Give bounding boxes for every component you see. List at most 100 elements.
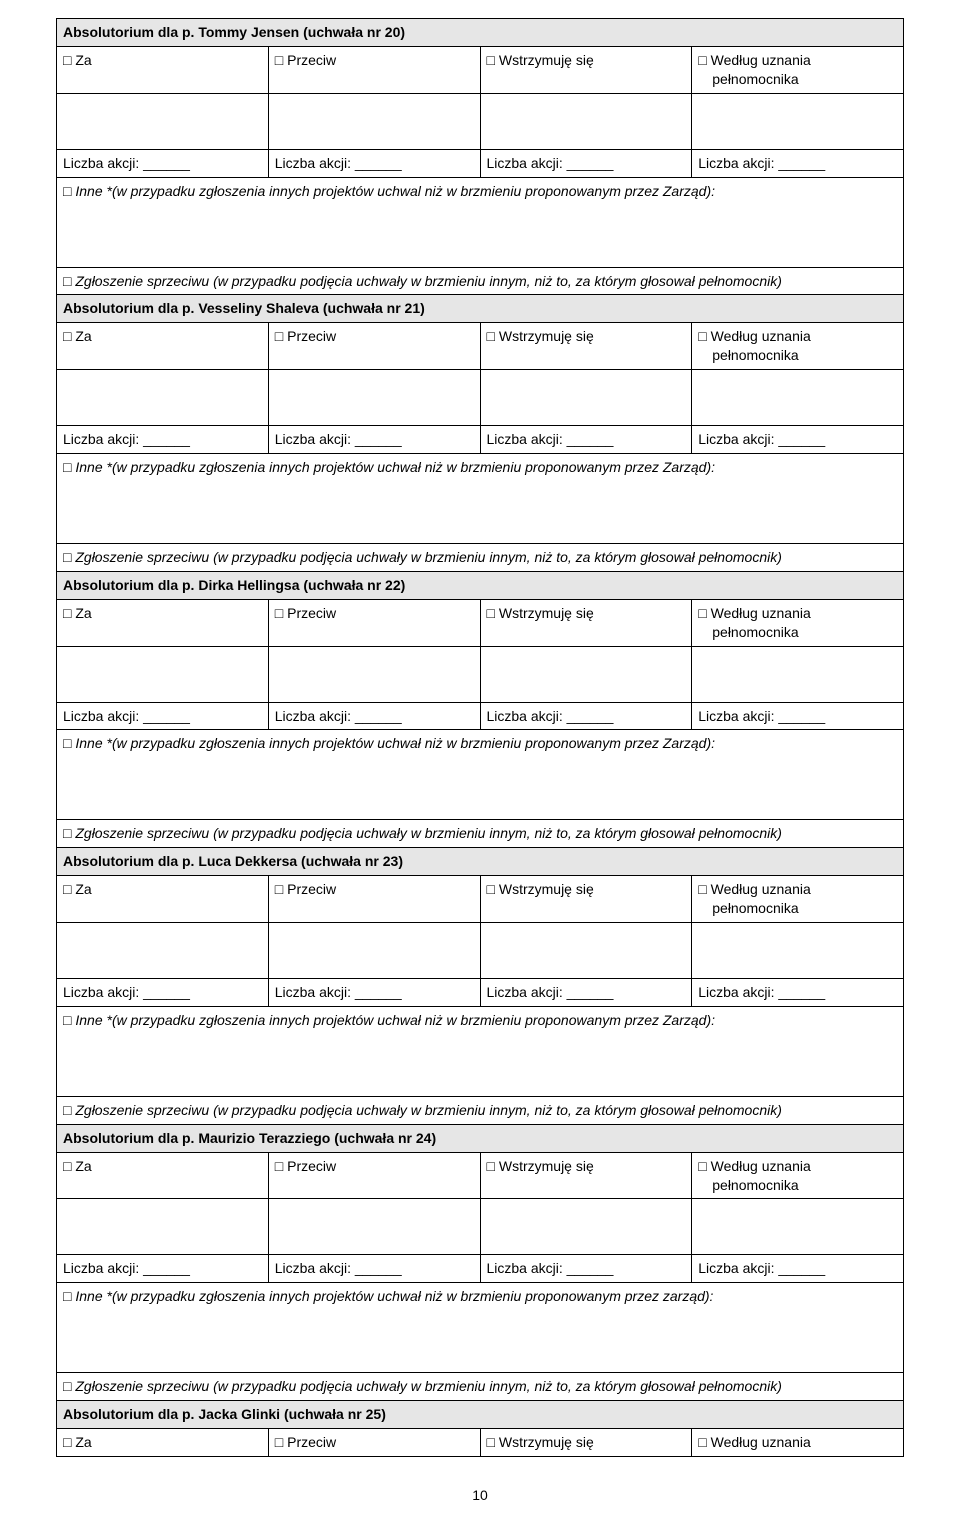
liczba-akcji: Liczba akcji: ______ (268, 702, 480, 730)
liczba-akcji: Liczba akcji: ______ (480, 426, 692, 454)
checkbox-icon: □ (487, 52, 499, 68)
inne-line: □ Inne *(w przypadku zgłoszenia innych p… (57, 1006, 904, 1096)
liczba-akcji: Liczba akcji: ______ (57, 149, 269, 177)
checkbox-icon: □ (63, 328, 75, 344)
option-przeciw: □ Przeciw (268, 1429, 480, 1457)
section-23-header: Absolutorium dla p. Luca Dekkersa (uchwa… (57, 848, 904, 876)
liczba-akcji: Liczba akcji: ______ (57, 702, 269, 730)
option-wstrzymuje: □ Wstrzymuję się (480, 599, 692, 646)
section-25-table: Absolutorium dla p. Jacka Glinki (uchwał… (56, 1400, 904, 1457)
checkbox-icon: □ (698, 1158, 710, 1174)
option-wedlug: □ Według uznania (692, 1429, 904, 1457)
zgloszenie-line: □ Zgłoszenie sprzeciwu (w przypadku podj… (57, 544, 904, 572)
liczba-akcji: Liczba akcji: ______ (480, 702, 692, 730)
section-24-header: Absolutorium dla p. Maurizio Terazziego … (57, 1124, 904, 1152)
section-20-table: Absolutorium dla p. Tommy Jensen (uchwał… (56, 18, 904, 295)
checkbox-icon: □ (487, 605, 499, 621)
checkbox-icon: □ (63, 549, 75, 565)
liczba-akcji: Liczba akcji: ______ (692, 702, 904, 730)
checkbox-icon: □ (63, 1378, 75, 1394)
checkbox-icon: □ (63, 735, 75, 751)
checkbox-icon: □ (63, 183, 75, 199)
option-za: □ Za (57, 1429, 269, 1457)
section-22-header: Absolutorium dla p. Dirka Hellingsa (uch… (57, 571, 904, 599)
checkbox-icon: □ (275, 605, 287, 621)
checkbox-icon: □ (698, 52, 710, 68)
inne-line: □ Inne *(w przypadku zgłoszenia innych p… (57, 454, 904, 544)
option-wstrzymuje: □ Wstrzymuję się (480, 1429, 692, 1457)
zgloszenie-line: □ Zgłoszenie sprzeciwu (w przypadku podj… (57, 1373, 904, 1401)
checkbox-icon: □ (487, 328, 499, 344)
checkbox-icon: □ (275, 328, 287, 344)
option-wstrzymuje: □ Wstrzymuję się (480, 323, 692, 370)
liczba-akcji: Liczba akcji: ______ (57, 426, 269, 454)
option-przeciw: □ Przeciw (268, 876, 480, 923)
zgloszenie-line: □ Zgłoszenie sprzeciwu (w przypadku podj… (57, 1096, 904, 1124)
option-wstrzymuje: □ Wstrzymuję się (480, 876, 692, 923)
checkbox-icon: □ (698, 605, 710, 621)
checkbox-icon: □ (275, 881, 287, 897)
inne-line: □ Inne *(w przypadku zgłoszenia innych p… (57, 177, 904, 267)
zgloszenie-line: □ Zgłoszenie sprzeciwu (w przypadku podj… (57, 820, 904, 848)
liczba-akcji: Liczba akcji: ______ (268, 1255, 480, 1283)
checkbox-icon: □ (63, 1434, 75, 1450)
checkbox-icon: □ (63, 52, 75, 68)
section-24-table: Absolutorium dla p. Maurizio Terazziego … (56, 1124, 904, 1401)
option-przeciw: □ Przeciw (268, 1152, 480, 1199)
section-20-header: Absolutorium dla p. Tommy Jensen (uchwał… (57, 19, 904, 47)
section-21-table: Absolutorium dla p. Vesseliny Shaleva (u… (56, 294, 904, 571)
checkbox-icon: □ (63, 273, 75, 289)
liczba-akcji: Liczba akcji: ______ (480, 979, 692, 1007)
section-25-header: Absolutorium dla p. Jacka Glinki (uchwał… (57, 1401, 904, 1429)
page-number: 10 (56, 1457, 904, 1513)
checkbox-icon: □ (275, 1158, 287, 1174)
checkbox-icon: □ (698, 1434, 710, 1450)
checkbox-icon: □ (63, 1158, 75, 1174)
checkbox-icon: □ (63, 825, 75, 841)
option-wstrzymuje: □ Wstrzymuję się (480, 46, 692, 93)
liczba-akcji: Liczba akcji: ______ (692, 1255, 904, 1283)
checkbox-icon: □ (63, 1102, 75, 1118)
inne-line: □ Inne *(w przypadku zgłoszenia innych p… (57, 1283, 904, 1373)
option-wedlug: □ Według uznaniapełnomocnika (692, 323, 904, 370)
option-przeciw: □ Przeciw (268, 323, 480, 370)
checkbox-icon: □ (487, 1434, 499, 1450)
option-przeciw: □ Przeciw (268, 599, 480, 646)
option-za: □ Za (57, 1152, 269, 1199)
option-przeciw: □ Przeciw (268, 46, 480, 93)
liczba-akcji: Liczba akcji: ______ (57, 1255, 269, 1283)
section-23-table: Absolutorium dla p. Luca Dekkersa (uchwa… (56, 847, 904, 1124)
section-22-table: Absolutorium dla p. Dirka Hellingsa (uch… (56, 571, 904, 848)
option-wedlug: □ Według uznaniapełnomocnika (692, 46, 904, 93)
checkbox-icon: □ (487, 881, 499, 897)
option-za: □ Za (57, 46, 269, 93)
checkbox-icon: □ (63, 1288, 75, 1304)
checkbox-icon: □ (487, 1158, 499, 1174)
option-wedlug: □ Według uznaniapełnomocnika (692, 1152, 904, 1199)
option-wedlug: □ Według uznaniapełnomocnika (692, 599, 904, 646)
liczba-akcji: Liczba akcji: ______ (692, 426, 904, 454)
option-za: □ Za (57, 323, 269, 370)
liczba-akcji: Liczba akcji: ______ (57, 979, 269, 1007)
option-za: □ Za (57, 599, 269, 646)
liczba-akcji: Liczba akcji: ______ (268, 979, 480, 1007)
zgloszenie-line: □ Zgłoszenie sprzeciwu (w przypadku podj… (57, 267, 904, 295)
checkbox-icon: □ (275, 1434, 287, 1450)
liczba-akcji: Liczba akcji: ______ (692, 979, 904, 1007)
option-wedlug: □ Według uznaniapełnomocnika (692, 876, 904, 923)
checkbox-icon: □ (698, 328, 710, 344)
option-za: □ Za (57, 876, 269, 923)
checkbox-icon: □ (275, 52, 287, 68)
checkbox-icon: □ (63, 605, 75, 621)
section-21-header: Absolutorium dla p. Vesseliny Shaleva (u… (57, 295, 904, 323)
liczba-akcji: Liczba akcji: ______ (692, 149, 904, 177)
checkbox-icon: □ (698, 881, 710, 897)
liczba-akcji: Liczba akcji: ______ (480, 149, 692, 177)
inne-line: □ Inne *(w przypadku zgłoszenia innych p… (57, 730, 904, 820)
checkbox-icon: □ (63, 459, 75, 475)
option-wstrzymuje: □ Wstrzymuję się (480, 1152, 692, 1199)
liczba-akcji: Liczba akcji: ______ (480, 1255, 692, 1283)
checkbox-icon: □ (63, 1012, 75, 1028)
liczba-akcji: Liczba akcji: ______ (268, 426, 480, 454)
liczba-akcji: Liczba akcji: ______ (268, 149, 480, 177)
